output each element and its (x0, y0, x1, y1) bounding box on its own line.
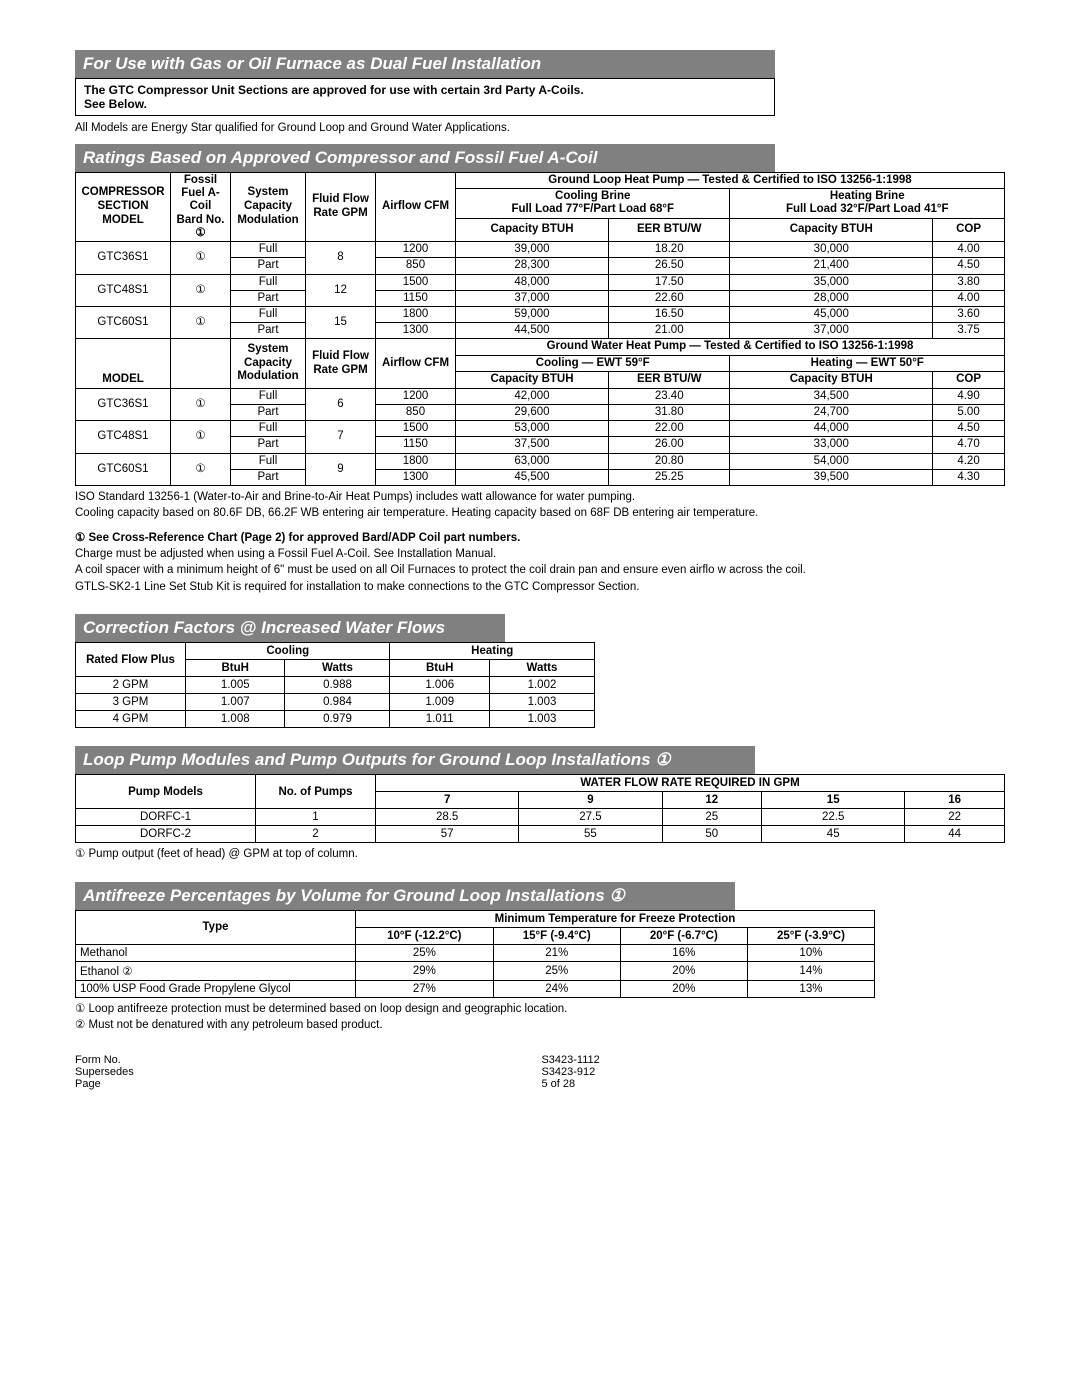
banner-antifreeze: Antifreeze Percentages by Volume for Gro… (75, 882, 735, 910)
energystar-note: All Models are Energy Star qualified for… (75, 122, 1005, 134)
cf-hdr-hw: Watts (489, 660, 594, 677)
hdr-cop: COP (933, 218, 1005, 241)
hdr-coil: Fossil Fuel A-Coil Bard No. ① (171, 173, 231, 242)
hdr-af2: Airflow CFM (376, 339, 456, 388)
lp-hdr-wfr: WATER FLOW RATE REQUIRED IN GPM (376, 775, 1005, 792)
table-col: 7 (376, 792, 519, 809)
hdr-heating-brine: Heating BrineFull Load 32°F/Part Load 41… (730, 189, 1005, 218)
cf-hdr-heat: Heating (390, 643, 595, 660)
looppump-table: Pump Models No. of Pumps WATER FLOW RATE… (75, 774, 1005, 843)
hdr-c59: Cooling — EWT 59°F (456, 355, 730, 371)
looppump-note: ① Pump output (feet of head) @ GPM at to… (75, 847, 1005, 861)
hdr-h50: Heating — EWT 50°F (730, 355, 1005, 371)
banner-ratings: Ratings Based on Approved Compressor and… (75, 144, 775, 172)
hdr-ff2: Fluid Flow Rate GPM (306, 339, 376, 388)
table-col: 25°F (-3.9°C) (747, 927, 874, 944)
hdr-system: System Capacity Modulation (231, 173, 306, 242)
table-row: 3 GPM1.0070.9841.0091.003 (76, 694, 595, 711)
notebox-line2: See Below. (84, 97, 147, 111)
table-row: GTC60S1①Full9180063,00020.8054,0004.20 (76, 453, 1005, 469)
ratings-footnotes: ISO Standard 13256-1 (Water-to-Air and B… (75, 490, 1005, 521)
table-row: GTC36S1①Full8120039,00018.2030,0004.00 (76, 242, 1005, 258)
hdr-cap2: Capacity BTUH (730, 218, 933, 241)
af-hdr-type: Type (76, 910, 356, 944)
hdr-gl: Ground Loop Heat Pump — Tested & Certifi… (456, 173, 1005, 189)
table-row: 2 GPM1.0050.9881.0061.002 (76, 677, 595, 694)
hdr-cap4: Capacity BTUH (730, 371, 933, 388)
hdr-cop2: COP (933, 371, 1005, 388)
table-col: 15°F (-9.4°C) (493, 927, 620, 944)
hdr-eer: EER BTU/W (608, 218, 729, 241)
correction-table: Rated Flow Plus Cooling Heating BtuH Wat… (75, 642, 595, 728)
hdr-model2: MODEL (76, 339, 171, 388)
banner-dualfuel: For Use with Gas or Oil Furnace as Dual … (75, 50, 775, 78)
table-row: 100% USP Food Grade Propylene Glycol27%2… (76, 980, 875, 997)
notebox-line1: The GTC Compressor Unit Sections are app… (84, 83, 584, 97)
ratings-table: COMPRESSOR SECTION MODEL Fossil Fuel A-C… (75, 172, 1005, 486)
hdr-airflow: Airflow CFM (376, 173, 456, 242)
page-footer: Form No.S3423-1112 SupersedesS3423-912 P… (75, 1054, 1005, 1090)
hdr-coil-blank (171, 339, 231, 388)
cf-hdr-hb: BtuH (390, 660, 489, 677)
table-col: 15 (762, 792, 905, 809)
table-row: GTC60S1①Full15180059,00016.5045,0003.60 (76, 306, 1005, 322)
table-col: 9 (519, 792, 662, 809)
hdr-system2: System Capacity Modulation (231, 339, 306, 388)
table-row: Ethanol ②29%25%20%14% (76, 961, 875, 980)
antifreeze-table: Type Minimum Temperature for Freeze Prot… (75, 910, 875, 998)
cf-hdr-rf: Rated Flow Plus (76, 643, 186, 677)
notebox: The GTC Compressor Unit Sections are app… (75, 78, 775, 116)
hdr-cap3: Capacity BTUH (456, 371, 609, 388)
table-col: 20°F (-6.7°C) (620, 927, 747, 944)
banner-looppump: Loop Pump Modules and Pump Outputs for G… (75, 746, 755, 774)
ratings-footnotes2: ① See Cross-Reference Chart (Page 2) for… (75, 531, 1005, 595)
table-row: GTC48S1①Full12150048,00017.5035,0003.80 (76, 274, 1005, 290)
table-row: 4 GPM1.0080.9791.0111.003 (76, 711, 595, 728)
table-col: 10°F (-12.2°C) (356, 927, 494, 944)
cf-hdr-cw: Watts (285, 660, 390, 677)
hdr-cap1: Capacity BTUH (456, 218, 609, 241)
hdr-cooling-brine: Cooling BrineFull Load 77°F/Part Load 68… (456, 189, 730, 218)
lp-hdr-pm: Pump Models (76, 775, 256, 809)
af-hdr-min: Minimum Temperature for Freeze Protectio… (356, 910, 875, 927)
hdr-compressor: COMPRESSOR SECTION MODEL (76, 173, 171, 242)
hdr-fluidflow: Fluid Flow Rate GPM (306, 173, 376, 242)
table-row: Methanol25%21%16%10% (76, 944, 875, 961)
hdr-eer2: EER BTU/W (608, 371, 729, 388)
table-row: DORFC-1128.527.52522.522 (76, 809, 1005, 826)
table-col: 16 (905, 792, 1005, 809)
lp-hdr-np: No. of Pumps (256, 775, 376, 809)
cf-hdr-cb: BtuH (186, 660, 285, 677)
hdr-gw: Ground Water Heat Pump — Tested & Certif… (456, 339, 1005, 355)
table-col: 12 (662, 792, 762, 809)
antifreeze-notes: ① Loop antifreeze protection must be det… (75, 1002, 1005, 1033)
table-row: DORFC-225755504544 (76, 826, 1005, 843)
cf-hdr-cool: Cooling (186, 643, 390, 660)
banner-correction: Correction Factors @ Increased Water Flo… (75, 614, 505, 642)
table-row: GTC48S1①Full7150053,00022.0044,0004.50 (76, 421, 1005, 437)
table-row: GTC36S1①Full6120042,00023.4034,5004.90 (76, 388, 1005, 404)
